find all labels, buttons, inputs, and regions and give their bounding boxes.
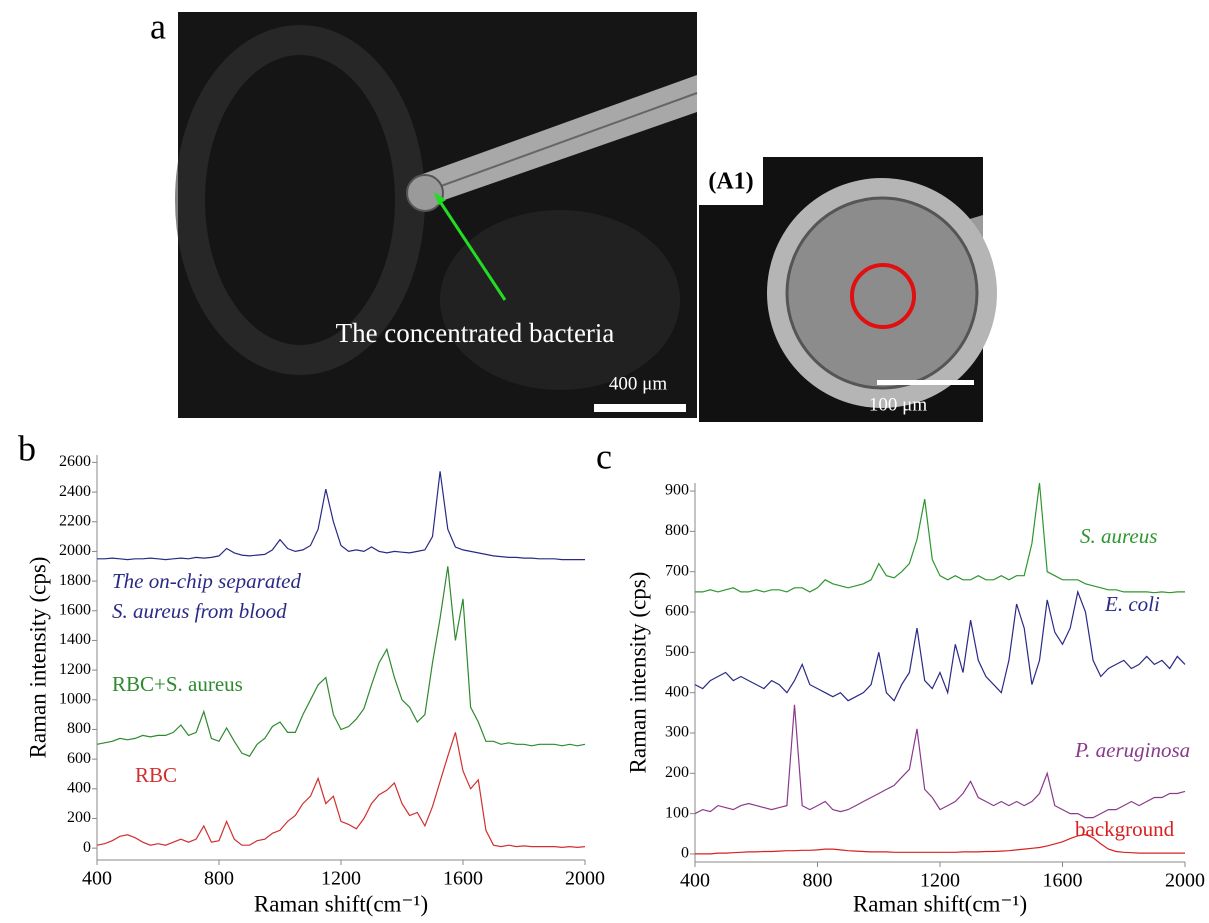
y-tick-label: 400 [67,779,91,796]
spectrum-line [695,482,1185,594]
y-tick-label: 600 [67,750,91,767]
y-tick-label: 2400 [59,483,91,500]
series-label: RBC+S. aureus [112,672,243,696]
spectrum-line [694,589,1186,702]
scale-bar-label: 100 μm [869,394,927,415]
y-tick-label: 2200 [59,512,91,529]
series-label: P. aeruginosa [1074,738,1190,762]
x-tick-label: 2000 [565,868,605,890]
spectrum-line [695,833,1185,855]
x-tick-label: 400 [82,868,112,890]
y-tick-label: 800 [67,720,91,737]
y-tick-label: 600 [665,603,689,620]
y-axis-title: Raman intensity (cps) [625,572,650,774]
y-tick-label: 1000 [59,690,91,707]
y-tick-label: 700 [665,562,689,579]
x-tick-label: 2000 [1165,870,1205,892]
spectrum-line [97,471,585,561]
spectrum-line [694,704,1186,819]
y-tick-label: 100 [665,804,689,821]
inset-label: (A1) [708,169,753,195]
annotation: The concentrated bacteria [336,318,615,348]
y-tick-label: 2600 [59,453,91,470]
series-label: S. aureus from blood [112,599,287,623]
panel-label: c [596,436,612,476]
spectrum-line [96,732,586,849]
y-tick-label: 2000 [59,542,91,559]
y-tick-label: 500 [665,643,689,660]
panel-label: b [18,428,36,468]
scale-bar-label: 400 μm [609,373,667,394]
inset-micrograph [699,157,997,422]
y-tick-label: 200 [665,764,689,781]
y-tick-label: 0 [681,845,689,862]
x-tick-label: 1200 [920,870,960,892]
micrograph [175,12,698,418]
y-tick-label: 1200 [59,661,91,678]
x-tick-label: 1600 [1043,870,1083,892]
series-label: E. coli [1104,592,1160,616]
y-tick-label: 1400 [59,631,91,648]
y-tick-label: 1600 [59,601,91,618]
y-tick-label: 400 [665,683,689,700]
x-tick-label: 800 [803,870,833,892]
series-label: S. aureus [1080,524,1157,548]
x-tick-label: 1200 [321,868,361,890]
x-axis-title: Raman shift(cm⁻¹) [254,891,428,916]
y-tick-label: 300 [665,724,689,741]
x-tick-label: 400 [680,870,710,892]
y-axis-title: Raman intensity (cps) [25,557,50,759]
panel-label: a [150,6,166,46]
y-tick-label: 900 [665,482,689,499]
x-tick-label: 1600 [443,868,483,890]
y-tick-label: 0 [83,839,91,856]
x-tick-label: 800 [204,868,234,890]
y-tick-label: 800 [665,522,689,539]
spectrum-line [96,566,586,757]
y-tick-label: 1800 [59,572,91,589]
y-tick-label: 200 [67,809,91,826]
series-label: background [1075,817,1175,841]
series-label: RBC [135,763,177,787]
x-axis-title: Raman shift(cm⁻¹) [853,891,1027,916]
series-label: The on-chip separated [112,569,301,593]
